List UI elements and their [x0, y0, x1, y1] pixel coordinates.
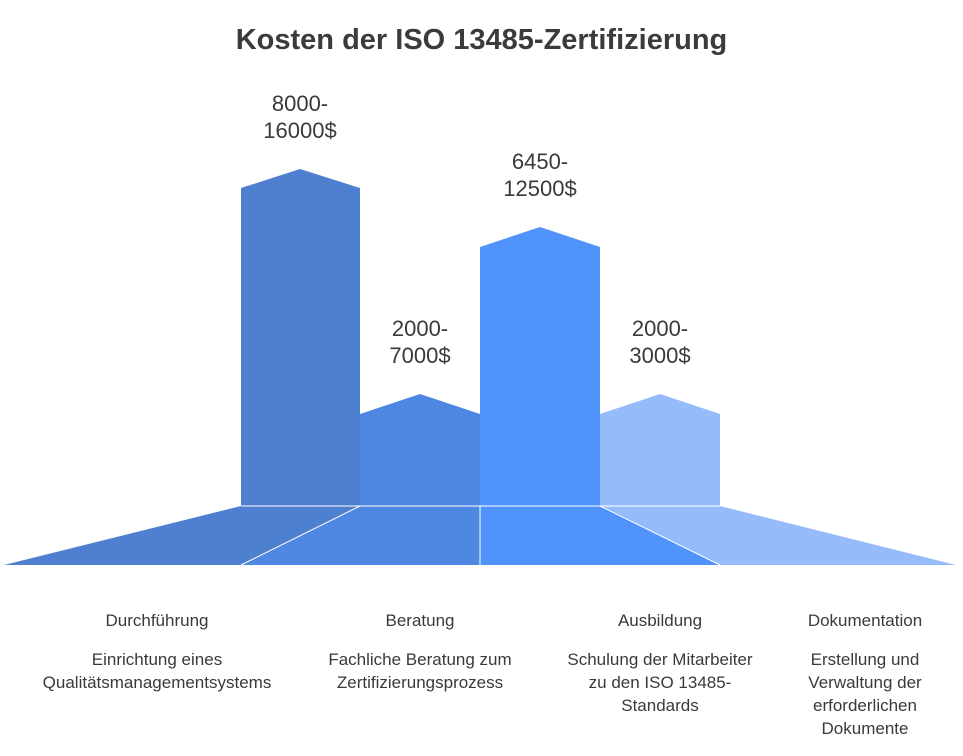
- separator-line: [599, 505, 721, 566]
- separator-line: [240, 505, 361, 566]
- description-ausbildung: Schulung der Mitarbeiter zu den ISO 1348…: [567, 650, 753, 715]
- value-label-beratung: 2000- 7000$: [389, 316, 451, 368]
- value-label-ausbildung: 6450- 12500$: [503, 149, 577, 201]
- value-label-dokumentation: 2000- 3000$: [629, 316, 691, 368]
- page-title: Kosten der ISO 13485-Zertifizierung: [235, 24, 728, 56]
- category-label-durchfuehrung: Durchführung: [105, 611, 209, 630]
- floor-segment-dokumentation: [600, 506, 956, 565]
- description-durchfuehrung: Einrichtung eines Qualitätsmanagementsys…: [42, 650, 272, 692]
- floor-segment-ausbildung: [480, 506, 720, 565]
- bar-ausbildung: [480, 227, 600, 506]
- category-label-beratung: Beratung: [385, 611, 455, 630]
- floor-segment-durchfuehrung: [4, 506, 360, 565]
- description-beratung: Fachliche Beratung zum Zertifizierungspr…: [328, 650, 512, 692]
- bar-durchfuehrung: [241, 169, 360, 506]
- category-label-dokumentation: Dokumentation: [807, 611, 923, 630]
- bar-dokumentation: [600, 394, 720, 506]
- description-dokumentation: Erstellung und Verwaltung der erforderli…: [808, 650, 922, 738]
- bar-beratung: [360, 394, 480, 506]
- value-label-durchfuehrung: 8000- 16000$: [263, 91, 337, 143]
- category-label-ausbildung: Ausbildung: [617, 611, 703, 630]
- floor-segment-beratung: [241, 506, 480, 565]
